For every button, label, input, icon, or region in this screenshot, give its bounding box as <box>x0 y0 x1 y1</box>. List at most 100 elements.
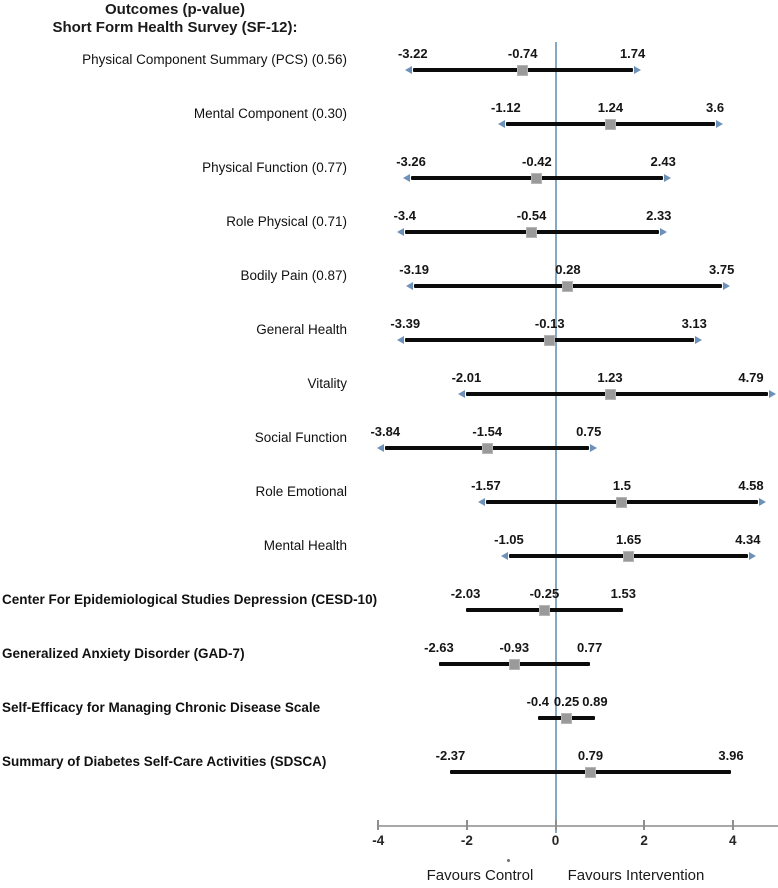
ci-lower-value: -3.19 <box>399 262 429 277</box>
point-estimate-marker <box>538 604 550 616</box>
error-bar-cap-left-icon <box>500 551 508 560</box>
row-label: Physical Component Summary (PCS) (0.56) <box>82 52 347 67</box>
x-tick-label: 4 <box>729 833 737 848</box>
x-tick-label: 0 <box>551 833 560 848</box>
ci-lower-value: -3.26 <box>396 154 426 169</box>
ci-upper-value: 4.34 <box>735 532 761 547</box>
row-label: Summary of Diabetes Self-Care Activities… <box>2 754 327 769</box>
point-estimate-marker <box>585 766 596 778</box>
ci-upper-value: 0.75 <box>576 424 602 439</box>
error-bar-cap-left-icon <box>497 119 505 128</box>
error-bar-cap-left-icon <box>396 227 404 236</box>
row-label: General Health <box>256 322 347 337</box>
error-bar-cap-right-icon <box>716 119 724 128</box>
row-label: Physical Function (0.77) <box>202 160 347 175</box>
row-label: Mental Component (0.30) <box>193 106 347 121</box>
ci-upper-value: 4.58 <box>738 478 764 493</box>
chart-subtitle: Short Form Health Survey (SF-12): <box>52 19 298 36</box>
ci-lower-value: -3.39 <box>390 316 421 331</box>
favours-intervention-label: Favours Intervention <box>567 867 705 884</box>
ci-estimate-value: -1.54 <box>472 424 503 439</box>
error-bar-cap-left-icon <box>477 497 485 506</box>
ci-lower-value: -3.4 <box>393 208 416 223</box>
x-axis-tick <box>643 820 646 830</box>
point-estimate-marker <box>616 496 628 508</box>
point-estimate-marker <box>517 64 529 76</box>
ci-estimate-value: -0.13 <box>534 316 565 331</box>
ci-upper-value: 3.96 <box>718 748 744 763</box>
ci-estimate-value: -0.25 <box>529 586 560 601</box>
point-estimate-marker <box>561 712 573 724</box>
ci-upper-value: 2.33 <box>646 208 672 223</box>
point-estimate-marker <box>623 550 635 562</box>
ci-upper-value: 2.43 <box>650 154 676 169</box>
ci-lower-value: -1.12 <box>491 100 521 115</box>
point-estimate-marker <box>531 172 543 184</box>
x-axis-tick <box>465 820 468 830</box>
zero-reference-line <box>554 42 557 833</box>
ci-lower-value: -3.22 <box>397 46 428 61</box>
row-label: Center For Epidemiological Studies Depre… <box>2 592 378 607</box>
ci-estimate-value: -0.42 <box>522 154 552 169</box>
point-estimate-marker <box>604 118 616 130</box>
ci-estimate-value: -0.93 <box>499 640 530 655</box>
point-estimate-marker <box>526 226 538 238</box>
row-label: Role Emotional <box>255 484 347 499</box>
row-label: Generalized Anxiety Disorder (GAD-7) <box>2 646 245 661</box>
ci-upper-value: 0.89 <box>582 694 608 709</box>
x-tick-label: 2 <box>640 833 648 848</box>
ci-lower-value: -2.01 <box>451 370 482 385</box>
row-label: Self-Efficacy for Managing Chronic Disea… <box>2 700 321 715</box>
ci-estimate-value: 0.28 <box>555 262 581 277</box>
x-axis-tick <box>554 820 557 830</box>
ci-estimate-value: 1.5 <box>612 478 632 493</box>
error-bar-cap-left-icon <box>406 281 414 290</box>
favours-control-label: Favours Control <box>426 867 534 884</box>
error-bar-cap-left-icon <box>397 335 405 344</box>
ci-line <box>466 392 768 396</box>
ci-lower-value: -1.05 <box>494 532 524 547</box>
ci-lower-value: -2.37 <box>435 748 466 763</box>
ci-upper-value: 3.13 <box>681 316 707 331</box>
row-label: Bodily Pain (0.87) <box>240 268 347 283</box>
point-estimate-marker <box>508 658 520 670</box>
ci-upper-value: 3.6 <box>706 100 725 115</box>
ci-lower-value: -2.63 <box>424 640 454 655</box>
error-bar-cap-left-icon <box>458 389 466 398</box>
ci-estimate-value: -0.54 <box>516 208 547 223</box>
x-axis-tick <box>377 820 380 830</box>
chart-title-block: Outcomes (p-value) Short Form Health Sur… <box>0 1 350 37</box>
error-bar-cap-right-icon <box>695 335 703 344</box>
error-bar-cap-right-icon <box>589 443 597 452</box>
ci-estimate-value: 1.24 <box>597 100 624 115</box>
point-estimate-marker <box>544 334 556 346</box>
error-bar-cap-right-icon <box>759 497 767 506</box>
row-label: Mental Health <box>263 538 347 553</box>
error-bar-cap-right-icon <box>768 389 776 398</box>
ci-upper-value: 1.53 <box>610 586 636 601</box>
stray-dot <box>507 859 510 862</box>
ci-upper-value: 1.74 <box>619 46 646 61</box>
ci-upper-value: 4.79 <box>738 370 764 385</box>
error-bar-cap-right-icon <box>633 65 641 74</box>
ci-lower-value: -2.03 <box>450 586 481 601</box>
x-axis-tick <box>731 820 734 830</box>
error-bar-cap-left-icon <box>403 173 411 182</box>
chart-title: Outcomes (p-value) <box>104 1 246 18</box>
error-bar-cap-right-icon <box>664 173 672 182</box>
x-axis-line <box>377 825 778 827</box>
point-estimate-marker <box>604 388 616 400</box>
row-label: Social Function <box>254 430 347 445</box>
error-bar-cap-left-icon <box>404 65 412 74</box>
error-bar-cap-left-icon <box>377 443 385 452</box>
ci-estimate-value: 1.65 <box>615 532 642 547</box>
ci-upper-value: 0.77 <box>576 640 603 655</box>
ci-upper-value: 3.75 <box>709 262 735 277</box>
x-tick-label: -2 <box>460 833 473 848</box>
error-bar-cap-right-icon <box>748 551 756 560</box>
x-tick-label: -4 <box>372 833 385 848</box>
row-label: Vitality <box>307 376 347 391</box>
ci-estimate-value: 0.25 <box>553 694 580 709</box>
point-estimate-marker <box>562 280 574 292</box>
